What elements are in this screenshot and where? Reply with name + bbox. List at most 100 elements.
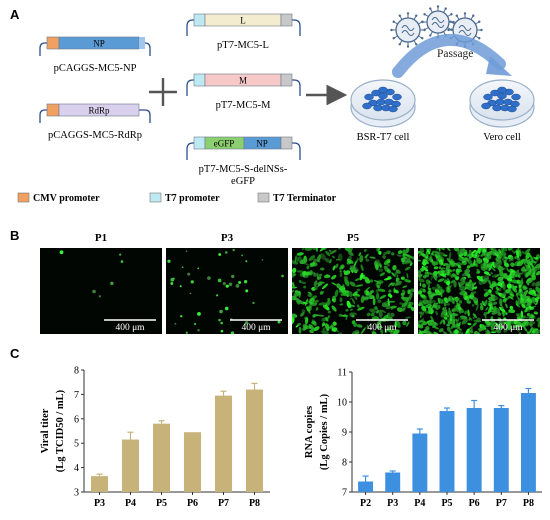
micrograph-label: P5 [347, 232, 360, 244]
plasmid-l: L pT7-MC5-L [186, 13, 301, 51]
virus-particles [390, 5, 483, 48]
bar-p4 [121, 439, 140, 492]
plasmid-m-name: pT7-MC5-M [216, 100, 271, 111]
cell-mark [378, 86, 388, 94]
plasmid-s-name-line1: pT7-MC5-S-delNSs- [199, 164, 288, 175]
fluorescent-cells [59, 250, 124, 298]
plus-icon [149, 78, 177, 106]
bar-p8 [520, 393, 536, 492]
x-tick-label: P3 [94, 498, 105, 509]
panel-c-letter: C [10, 346, 20, 361]
cmv-promoter-block-2 [46, 103, 60, 117]
micrograph-p3: P3 400 μm [166, 232, 288, 334]
cell-mark [373, 104, 383, 112]
bsr-t7-cell-label: BSR-T7 cell [357, 132, 410, 143]
y-tick-label: 6 [74, 414, 79, 425]
cell-mark [376, 98, 386, 106]
plasmid-np-name: pCAGGS-MC5-NP [54, 63, 137, 74]
micrograph-row: P1 400 μm P3 400 μm P5 400 μm P7 400 μm [40, 232, 540, 334]
x-tick-label: P4 [414, 498, 425, 509]
fluorescent-cells [418, 248, 540, 334]
rdrp-gene-block [58, 103, 140, 117]
promoter-legend: CMV promoter T7 promoter T7 Terminator [17, 192, 337, 204]
plasmid-m: M pT7-MC5-M [186, 73, 301, 111]
micrograph-p5: P5 400 μm [292, 232, 414, 334]
plasmid-rdrp: RdRp pCAGGS-MC5-RdRp [39, 103, 151, 141]
y-tick-label: 3 [74, 488, 79, 499]
cell-mark [481, 102, 491, 110]
virus-particle-icon [390, 12, 426, 48]
cell-mark [490, 89, 500, 97]
plasmid-l-name: pT7-MC5-L [217, 40, 269, 51]
x-tick-label: P6 [187, 498, 198, 509]
rna-copies-chart: 7 8 9 10 11 P2 P3 P4 P5 P6 P7 P8 RNA copies (Lg Copie… [304, 368, 542, 509]
micrograph-label: P1 [95, 232, 107, 244]
cell-mark [511, 93, 521, 101]
micrograph-p7: P7 400 μm [418, 232, 540, 334]
x-tick-label: P7 [496, 498, 507, 509]
np-gene-label: NP [93, 39, 105, 49]
micrograph-image [40, 248, 162, 334]
y-tick-label: 5 [74, 439, 79, 450]
bar-p5 [152, 423, 171, 492]
l-gene-label: L [240, 16, 246, 26]
cell-mark [497, 86, 507, 94]
legend-t7t-label: T7 Terminator [273, 193, 337, 204]
np-gene-label-2: NP [256, 139, 268, 149]
vero-cell-cluster [481, 86, 521, 113]
cell-mark [362, 102, 372, 110]
bsr-t7-dish: BSR-T7 cell [350, 79, 416, 143]
cell-mark [492, 104, 502, 112]
cell-mark [388, 105, 398, 113]
micrograph-p1: P1 400 μm [40, 232, 162, 334]
legend-cmv-label: CMV promoter [33, 193, 100, 204]
bar-p5 [439, 411, 455, 492]
x-tick-label: P3 [387, 498, 398, 509]
x-tick-label: P5 [441, 498, 452, 509]
cell-mark [392, 93, 402, 101]
panel-b-letter: B [10, 228, 19, 243]
micrograph-label: P7 [473, 232, 486, 244]
bsr-cell-cluster [362, 86, 402, 113]
y-tick-label: 9 [342, 428, 347, 439]
passage-arrow-head [486, 56, 512, 76]
panel-a-letter: A [10, 7, 20, 22]
passage-label: Passage [437, 48, 473, 60]
bar-p8 [245, 389, 264, 492]
y-tick-label: 8 [74, 366, 79, 377]
x-tick-label: P2 [360, 498, 371, 509]
scale-bar-label: 400 μm [241, 323, 271, 333]
bar-p3 [385, 472, 401, 492]
cmv-promoter-block [46, 36, 60, 50]
vero-dish: Vero cell [469, 79, 535, 143]
vero-cell-label: Vero cell [483, 132, 521, 143]
y-axis-title: RNA copies [304, 406, 315, 458]
x-tick-label: P5 [156, 498, 167, 509]
scale-bar-label: 400 μm [115, 323, 145, 333]
bar-p7 [214, 395, 233, 492]
passage-arrow [392, 34, 506, 78]
x-tick-label: P4 [125, 498, 136, 509]
t7-terminator-block-2 [280, 73, 293, 87]
micrograph-image [166, 248, 288, 334]
bar-p6 [183, 432, 202, 492]
legend-cmv-swatch [17, 192, 30, 203]
y-axis-subtitle: (Lg Copies / mL) [319, 393, 330, 470]
t7-promoter-block-3 [193, 136, 206, 150]
scale-bar-label: 400 μm [493, 323, 523, 333]
bar-p3 [90, 476, 109, 492]
legend-t7p-swatch [149, 192, 162, 203]
viral-titer-chart: 3 4 5 6 7 8 P3 P4 P5 P6 P7 P8 Viral titer (Lg TCID50 … [40, 366, 270, 509]
y-tick-label: 4 [74, 463, 79, 474]
y-tick-label: 8 [342, 458, 347, 469]
x-tick-label: P7 [218, 498, 229, 509]
y-tick-label: 10 [337, 398, 347, 409]
rdrp-gene-label: RdRp [88, 106, 110, 116]
y-tick-label: 7 [74, 390, 79, 401]
x-tick-label: P8 [523, 498, 534, 509]
y-axis-subtitle: (Lg TCID50 / mL) [55, 389, 66, 472]
scale-bar-label: 400 μm [367, 323, 397, 333]
plasmid-np: NP pCAGGS-MC5-NP [39, 36, 151, 74]
plasmid-rdrp-name: pCAGGS-MC5-RdRp [48, 130, 142, 141]
